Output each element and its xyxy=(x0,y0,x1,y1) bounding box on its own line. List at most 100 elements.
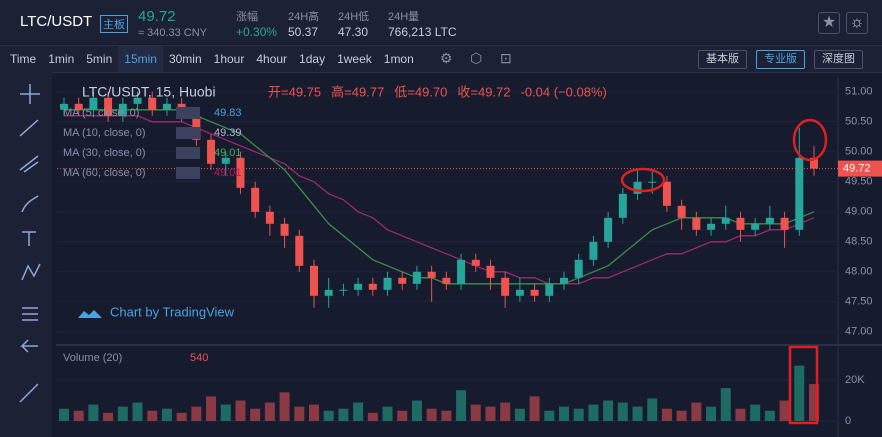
candle-body xyxy=(633,181,642,194)
stat-value: 766,213 LTC xyxy=(388,25,457,39)
y-tick-label: 0 xyxy=(845,415,851,427)
y-tick-label: 49.50 xyxy=(845,176,873,188)
volume-bar xyxy=(147,410,158,421)
candle-body xyxy=(383,277,392,290)
version-button[interactable]: 专业版 xyxy=(756,50,805,69)
watermark-logo xyxy=(78,310,102,318)
candle-body xyxy=(677,205,686,218)
candle-body xyxy=(207,139,216,164)
candle-body xyxy=(780,217,789,230)
y-tick-label: 50.00 xyxy=(845,146,873,158)
volume-bar xyxy=(382,406,393,421)
timeframe[interactable]: 1min xyxy=(48,52,75,66)
theme-button[interactable]: ☼ xyxy=(846,12,868,34)
indicator-value: 49.39 xyxy=(214,127,242,139)
volume-bar xyxy=(720,388,731,421)
candle-body xyxy=(457,259,466,284)
ma-line xyxy=(64,115,815,285)
y-tick-label: 47.00 xyxy=(845,326,873,338)
candle-body xyxy=(236,157,245,188)
volume-bar xyxy=(73,410,84,421)
candle-body xyxy=(60,103,68,110)
timeframe[interactable]: 1hour xyxy=(213,52,245,66)
candle-body xyxy=(515,289,524,296)
volume-bar xyxy=(103,412,114,421)
tool-button[interactable]: ⚙ xyxy=(440,50,453,66)
candle-body xyxy=(736,217,745,230)
version-button[interactable]: 深度图 xyxy=(814,50,863,69)
star-button[interactable]: ★ xyxy=(818,12,840,34)
timeframes: Time 1min 5min 15min 30min 1hour 4hour 1day 1wee… xyxy=(0,46,420,72)
tool-button[interactable]: ⊡ xyxy=(500,50,512,66)
volume-bar xyxy=(88,404,99,421)
volume-bar xyxy=(206,396,217,421)
candle-body xyxy=(442,277,451,284)
stat-value: 47.30 xyxy=(338,25,369,39)
timeframe[interactable]: 15min xyxy=(118,46,163,72)
pair: LTC/USDT xyxy=(20,13,93,30)
indicator-name: MA (5, close, 0) xyxy=(63,107,139,119)
legend-title: LTC/USDT, 15, Huobi xyxy=(82,84,216,100)
candle-body xyxy=(398,277,407,284)
candle-body xyxy=(427,271,436,278)
volume-bar xyxy=(676,410,687,421)
timeframe[interactable]: Time xyxy=(10,52,37,66)
volume-bar xyxy=(500,402,511,421)
candle-body xyxy=(471,259,480,266)
candle-body xyxy=(765,217,774,224)
tool-button[interactable]: ⬡ xyxy=(470,50,483,66)
y-tick-label: 47.50 xyxy=(845,296,873,308)
volume-bar xyxy=(706,406,717,421)
volume-bar xyxy=(735,408,746,421)
price: 49.72 xyxy=(138,8,176,25)
annotation-box xyxy=(788,345,819,425)
chart: Chart by TradingView 47.00 47.50 48.00 48.5… xyxy=(0,71,882,437)
candle-body xyxy=(501,277,510,296)
candle-body xyxy=(280,223,289,236)
candle-body xyxy=(148,97,157,110)
candle-body xyxy=(721,217,730,224)
volume-bar xyxy=(235,400,246,421)
timeframe[interactable]: 5min xyxy=(86,52,113,66)
timeframe[interactable]: 1mon xyxy=(383,52,414,66)
indicator-name: MA (10, close, 0) xyxy=(63,127,146,139)
volume-bar xyxy=(338,408,349,421)
indicator-icons xyxy=(176,147,200,159)
volume-bar xyxy=(617,402,628,421)
candle-body xyxy=(368,283,377,290)
left-tools xyxy=(0,71,52,437)
volume-bar xyxy=(794,365,805,421)
volume-bar xyxy=(250,408,261,421)
volume-bar xyxy=(426,408,437,421)
timeframe[interactable]: 1week xyxy=(337,52,372,66)
volume-bar xyxy=(529,396,540,421)
volume-bar xyxy=(750,404,761,421)
timeframe[interactable]: 4hour xyxy=(256,52,288,66)
candle-body xyxy=(530,289,539,296)
volume-bar xyxy=(779,400,790,421)
timeframe[interactable]: 30min xyxy=(168,52,202,66)
indicator-value: 49.83 xyxy=(214,107,242,119)
volume-bar xyxy=(559,406,569,421)
board: 主板 xyxy=(100,15,128,33)
stat-label: 24H低 xyxy=(338,11,370,23)
version-button[interactable]: 基本版 xyxy=(698,50,747,69)
volume-bar xyxy=(588,404,599,421)
indicator-name: MA (60, close, 0) xyxy=(63,167,146,179)
volume-bar xyxy=(573,408,584,421)
indicator-icons xyxy=(176,127,200,139)
candle-body xyxy=(810,157,818,169)
candle-body xyxy=(89,97,98,110)
candle-body xyxy=(295,235,304,266)
stat-value: +0.30% xyxy=(236,25,278,39)
candle-body xyxy=(707,223,716,230)
legend-ohlc: 高=49.77 xyxy=(331,84,384,99)
candle-body xyxy=(604,217,613,242)
timeframe[interactable]: 1day xyxy=(299,52,326,66)
indicator-icons xyxy=(176,167,200,179)
candle-body xyxy=(339,289,348,291)
candle-body xyxy=(265,211,274,224)
candle-body xyxy=(574,259,583,278)
volume-bar xyxy=(220,404,231,421)
candle-body xyxy=(412,271,421,284)
